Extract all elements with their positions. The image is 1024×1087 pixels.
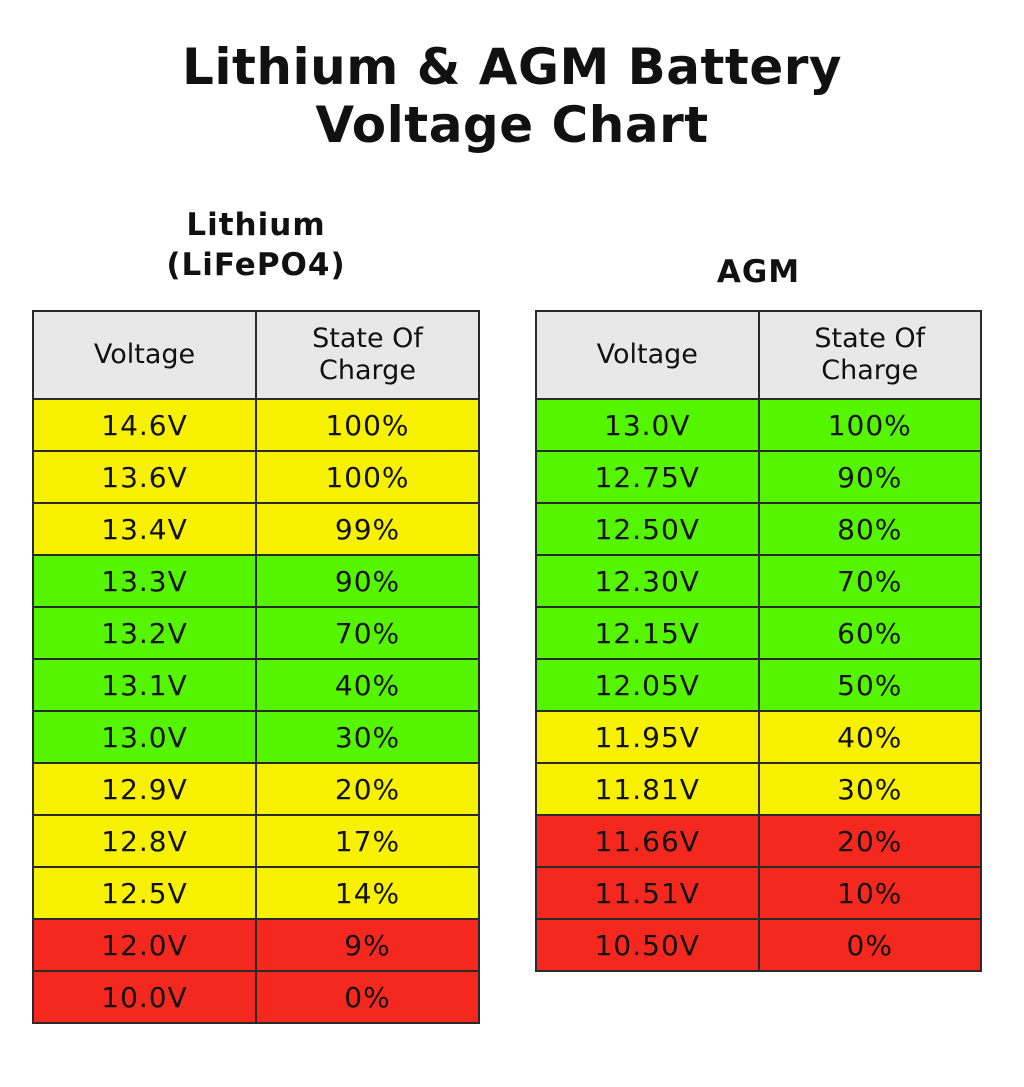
- lithium-charge-column-header: State Of Charge: [255, 310, 480, 400]
- agm-charge-cell: 80%: [757, 502, 982, 556]
- agm-table-block: AGM Voltage State Of Charge 13.0V 100% 12.…: [535, 0, 982, 1050]
- agm-table-row: 11.51V 10%: [535, 866, 982, 920]
- lithium-charge-header-line-2: Charge: [319, 355, 416, 386]
- lithium-table-row: 10.0V 0%: [32, 970, 480, 1024]
- agm-voltage-column-header: Voltage: [535, 310, 760, 400]
- agm-table-body: 13.0V 100% 12.75V 90% 12.50V 80% 12.30V 70% 12.1…: [535, 398, 982, 972]
- agm-voltage-cell: 12.75V: [535, 450, 760, 504]
- agm-table-row: 11.95V 40%: [535, 710, 982, 764]
- lithium-voltage-header-label: Voltage: [93, 339, 196, 370]
- lithium-voltage-cell: 13.2V: [32, 606, 257, 660]
- agm-voltage-cell: 10.50V: [535, 918, 760, 972]
- lithium-voltage-cell: 13.1V: [32, 658, 257, 712]
- lithium-table-row: 12.9V 20%: [32, 762, 480, 816]
- agm-charge-cell: 100%: [757, 398, 982, 452]
- lithium-voltage-cell: 14.6V: [32, 398, 257, 452]
- lithium-voltage-table: Voltage State Of Charge 14.6V 100% 13.6V 10…: [32, 310, 480, 1024]
- page-title-line-2: Voltage Chart: [315, 96, 709, 154]
- lithium-table-row: 13.6V 100%: [32, 450, 480, 504]
- agm-table-row: 12.30V 70%: [535, 554, 982, 608]
- agm-charge-cell: 10%: [757, 866, 982, 920]
- agm-charge-cell: 60%: [757, 606, 982, 660]
- lithium-charge-cell: 99%: [255, 502, 480, 556]
- lithium-voltage-cell: 12.8V: [32, 814, 257, 868]
- agm-voltage-cell: 12.50V: [535, 502, 760, 556]
- lithium-voltage-cell: 13.0V: [32, 710, 257, 764]
- lithium-charge-cell: 70%: [255, 606, 480, 660]
- lithium-charge-header-line-1: State Of: [312, 323, 423, 354]
- lithium-charge-cell: 30%: [255, 710, 480, 764]
- lithium-table-row: 14.6V 100%: [32, 398, 480, 452]
- agm-charge-cell: 0%: [757, 918, 982, 972]
- lithium-table-block: Lithium (LiFePO4) Voltage State Of Charg…: [32, 0, 480, 1050]
- agm-voltage-cell: 12.05V: [535, 658, 760, 712]
- lithium-table-row: 13.4V 99%: [32, 502, 480, 556]
- lithium-voltage-cell: 12.9V: [32, 762, 257, 816]
- lithium-charge-cell: 90%: [255, 554, 480, 608]
- lithium-voltage-column-header: Voltage: [32, 310, 257, 400]
- agm-table-row: 12.15V 60%: [535, 606, 982, 660]
- lithium-heading-line-2: (LiFePO4): [166, 247, 346, 283]
- agm-charge-cell: 70%: [757, 554, 982, 608]
- lithium-table-row: 12.8V 17%: [32, 814, 480, 868]
- agm-voltage-cell: 12.30V: [535, 554, 760, 608]
- lithium-charge-cell: 100%: [255, 398, 480, 452]
- lithium-heading-line-1: Lithium: [186, 207, 326, 243]
- agm-voltage-header-label: Voltage: [596, 339, 698, 370]
- lithium-voltage-cell: 13.3V: [32, 554, 257, 608]
- lithium-voltage-cell: 13.4V: [32, 502, 257, 556]
- agm-voltage-cell: 11.81V: [535, 762, 760, 816]
- lithium-table-row: 13.2V 70%: [32, 606, 480, 660]
- lithium-table-heading: Lithium (LiFePO4): [32, 205, 480, 285]
- agm-voltage-cell: 12.15V: [535, 606, 760, 660]
- agm-charge-cell: 40%: [757, 710, 982, 764]
- lithium-table-row: 13.3V 90%: [32, 554, 480, 608]
- agm-charge-cell: 30%: [757, 762, 982, 816]
- lithium-table-row: 13.0V 30%: [32, 710, 480, 764]
- lithium-charge-cell: 17%: [255, 814, 480, 868]
- agm-table-row: 12.05V 50%: [535, 658, 982, 712]
- lithium-charge-cell: 0%: [255, 970, 480, 1024]
- agm-table-row: 11.81V 30%: [535, 762, 982, 816]
- agm-charge-cell: 20%: [757, 814, 982, 868]
- page-title-line-1: Lithium & AGM Battery: [182, 38, 842, 96]
- lithium-charge-cell: 40%: [255, 658, 480, 712]
- lithium-voltage-cell: 12.0V: [32, 918, 257, 972]
- agm-charge-cell: 90%: [757, 450, 982, 504]
- agm-voltage-cell: 11.95V: [535, 710, 760, 764]
- lithium-charge-cell: 9%: [255, 918, 480, 972]
- lithium-voltage-cell: 10.0V: [32, 970, 257, 1024]
- page-title: Lithium & AGM Battery Voltage Chart: [0, 38, 1024, 154]
- agm-charge-header-line-2: Charge: [821, 355, 919, 386]
- lithium-table-body: 14.6V 100% 13.6V 100% 13.4V 99% 13.3V 90% 13.2V 7…: [32, 398, 480, 1024]
- lithium-table-row: 12.5V 14%: [32, 866, 480, 920]
- agm-voltage-cell: 13.0V: [535, 398, 760, 452]
- agm-charge-column-header: State Of Charge: [757, 310, 982, 400]
- lithium-table-row: 12.0V 9%: [32, 918, 480, 972]
- agm-charge-cell: 50%: [757, 658, 982, 712]
- agm-voltage-cell: 11.51V: [535, 866, 760, 920]
- agm-table-row: 10.50V 0%: [535, 918, 982, 972]
- lithium-voltage-cell: 13.6V: [32, 450, 257, 504]
- agm-heading-line-1: AGM: [716, 254, 801, 290]
- lithium-table-row: 13.1V 40%: [32, 658, 480, 712]
- lithium-charge-cell: 100%: [255, 450, 480, 504]
- agm-table-row: 13.0V 100%: [535, 398, 982, 452]
- lithium-charge-cell: 14%: [255, 866, 480, 920]
- lithium-header-row: Voltage State Of Charge: [32, 310, 480, 400]
- lithium-charge-cell: 20%: [255, 762, 480, 816]
- agm-table-row: 11.66V 20%: [535, 814, 982, 868]
- agm-table-row: 12.50V 80%: [535, 502, 982, 556]
- agm-header-row: Voltage State Of Charge: [535, 310, 982, 400]
- agm-voltage-table: Voltage State Of Charge 13.0V 100% 12.75V 9…: [535, 310, 982, 972]
- lithium-voltage-cell: 12.5V: [32, 866, 257, 920]
- agm-table-heading: AGM: [535, 252, 982, 292]
- agm-table-row: 12.75V 90%: [535, 450, 982, 504]
- agm-voltage-cell: 11.66V: [535, 814, 760, 868]
- agm-charge-header-line-1: State Of: [814, 323, 926, 354]
